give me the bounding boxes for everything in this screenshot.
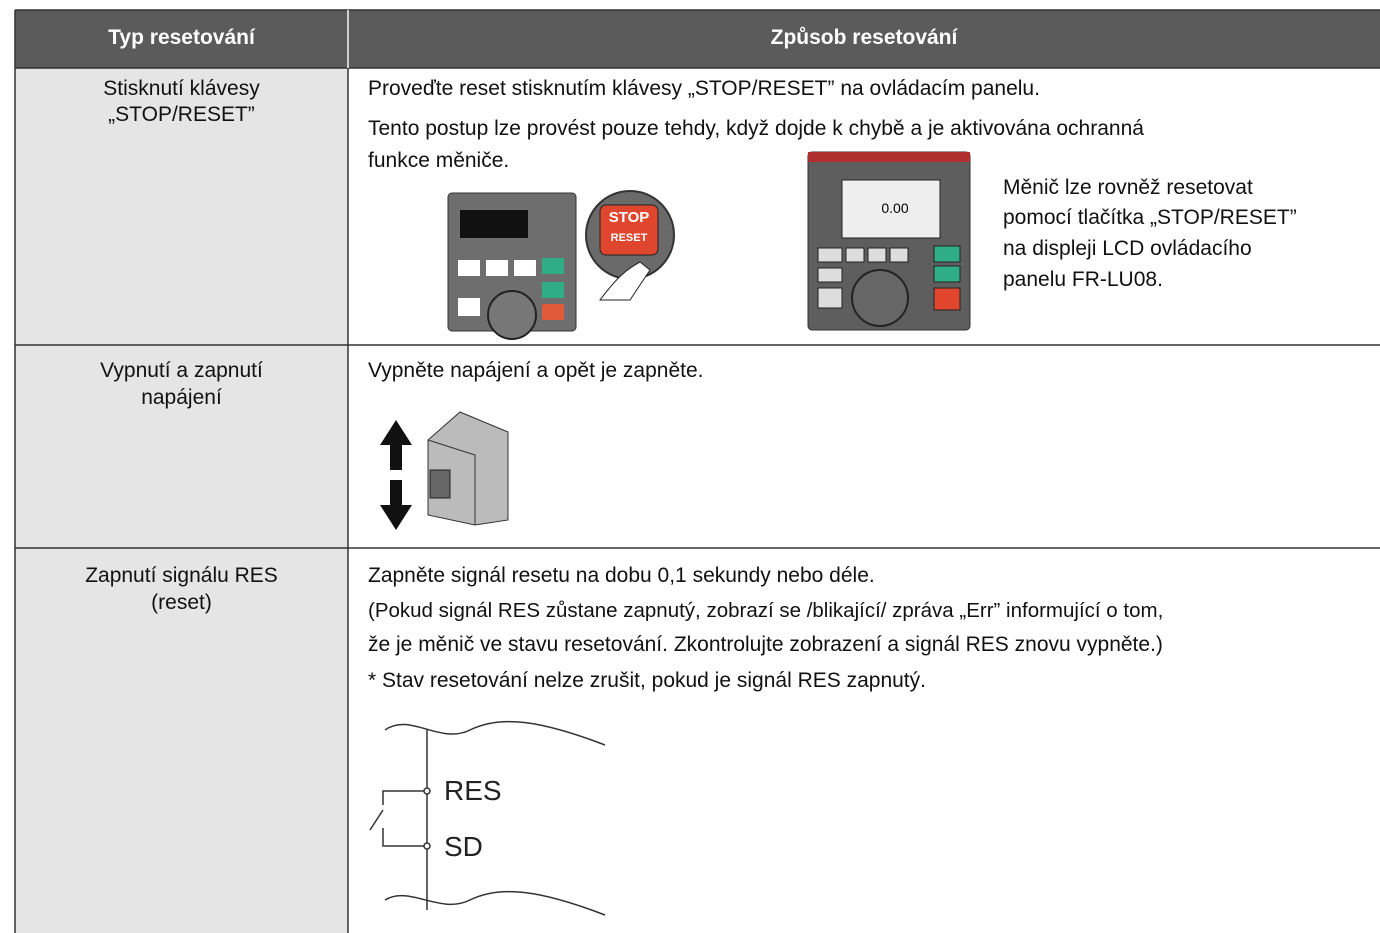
note-line: na displeji LCD ovládacího [1003,237,1252,260]
text-line: Tento postup lze provést pouze tehdy, kd… [368,117,1144,140]
operation-panel-image: STOP RESET [447,190,675,340]
type-line: Vypnutí a zapnutí [100,359,263,382]
text-line: funkce měniče. [368,149,510,172]
header-cell: Způsob resetování [770,26,958,49]
note-line: pomocí tlačítka „STOP/RESET” [1003,206,1297,229]
type-line: Stisknutí klávesy [103,77,260,100]
text-line: že je měnič ve stavu resetování. Zkontro… [368,633,1163,656]
breaker-image [380,411,509,530]
type-line: „STOP/RESET” [108,103,255,126]
lcd-panel-image: 0.00 [807,151,971,331]
button-label: STOP [609,209,650,226]
terminal-label: SD [444,831,483,862]
button-label: RESET [611,232,648,244]
note-line: panelu FR-LU08. [1003,268,1163,291]
type-line: (reset) [151,591,212,614]
text-line: Vypněte napájení a opět je zapněte. [368,359,704,382]
note-line: Měnič lze rovněž resetovat [1003,176,1253,199]
type-line: napájení [141,386,222,409]
type-line: Zapnutí signálu RES [85,564,278,587]
header-cell: Typ resetování [108,26,255,49]
text-line: * Stav resetování nelze zrušit, pokud je… [368,669,926,692]
terminal-label: RES [444,775,502,806]
res-diagram [369,720,606,916]
lcd-value: 0.00 [881,200,908,216]
text-line: Proveďte reset stisknutím klávesy „STOP/… [368,77,1040,100]
text-line: (Pokud signál RES zůstane zapnutý, zobra… [368,599,1164,622]
text-line: Zapněte signál resetu na dobu 0,1 sekund… [368,564,875,587]
